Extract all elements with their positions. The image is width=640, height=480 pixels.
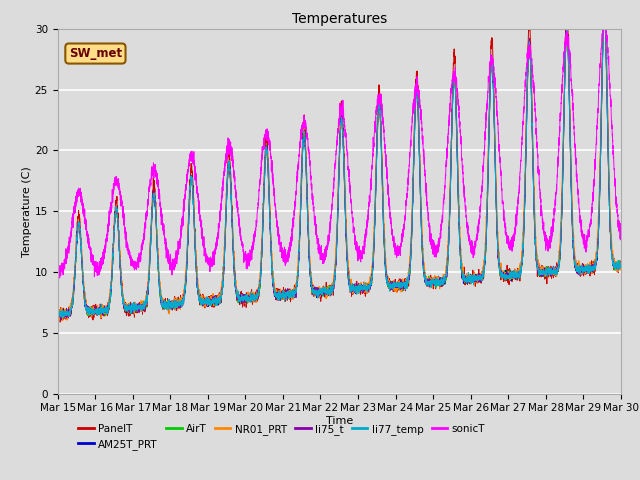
PanelT [466,276,474,282]
Line: sonicT: sonicT [58,29,621,278]
NR01_PRT [616,267,624,273]
NR01_PRT [54,318,61,324]
li77_temp [319,289,326,295]
sonicT [54,269,61,275]
AirT [435,276,442,281]
PanelT [525,26,532,32]
AirT [617,263,625,269]
PanelT [56,319,64,325]
Line: li77_temp: li77_temp [58,29,621,318]
li75_t [435,280,442,286]
li75_t [54,310,61,315]
PanelT [319,287,326,292]
AM25T_PRT [56,317,63,323]
Text: SW_met: SW_met [69,47,122,60]
AirT [616,266,624,272]
li77_temp [617,263,625,269]
NR01_PRT [600,26,607,32]
NR01_PRT [155,270,163,276]
li75_t [319,288,326,294]
AirT [498,268,506,274]
X-axis label: Time: Time [326,416,353,426]
Line: NR01_PRT: NR01_PRT [58,29,621,321]
li77_temp [435,276,442,282]
AirT [600,26,607,32]
sonicT [466,240,474,246]
AM25T_PRT [54,311,61,316]
li77_temp [54,313,61,319]
NR01_PRT [59,318,67,324]
AM25T_PRT [319,291,326,297]
li75_t [57,316,65,322]
NR01_PRT [466,278,474,284]
PanelT [435,275,442,281]
sonicT [617,237,625,243]
Line: AM25T_PRT: AM25T_PRT [58,29,621,320]
NR01_PRT [435,274,442,280]
AirT [466,277,474,283]
sonicT [599,26,607,32]
sonicT [155,186,163,192]
li75_t [616,264,624,270]
AM25T_PRT [616,266,624,272]
li75_t [617,264,625,270]
AirT [319,289,326,295]
sonicT [616,227,624,232]
li77_temp [616,261,624,267]
Y-axis label: Temperature (C): Temperature (C) [22,166,32,257]
li77_temp [60,315,68,321]
AM25T_PRT [617,262,625,268]
AM25T_PRT [466,273,474,279]
Line: PanelT: PanelT [58,29,621,322]
AM25T_PRT [435,276,442,282]
AM25T_PRT [498,274,506,280]
li75_t [498,275,506,281]
li77_temp [498,272,506,278]
PanelT [155,275,163,280]
PanelT [498,272,506,277]
AM25T_PRT [563,26,570,32]
li75_t [563,26,570,32]
Line: li75_t: li75_t [58,29,621,319]
sonicT [56,275,63,281]
AM25T_PRT [155,276,163,281]
sonicT [435,240,442,245]
NR01_PRT [617,260,625,265]
AirT [54,316,61,322]
sonicT [319,253,326,259]
li77_temp [466,273,474,279]
Legend: PanelT, AM25T_PRT, AirT, NR01_PRT, li75_t, li77_temp, sonicT: PanelT, AM25T_PRT, AirT, NR01_PRT, li75_… [74,420,489,454]
AirT [54,313,61,319]
sonicT [498,180,506,186]
Title: Temperatures: Temperatures [292,12,387,26]
li75_t [466,276,474,282]
PanelT [617,264,625,269]
Line: AirT: AirT [58,29,621,319]
AirT [155,275,163,280]
NR01_PRT [319,287,326,293]
li77_temp [155,275,163,281]
PanelT [616,264,624,270]
NR01_PRT [498,269,506,275]
li75_t [155,276,163,281]
PanelT [54,306,61,312]
li77_temp [563,26,570,32]
